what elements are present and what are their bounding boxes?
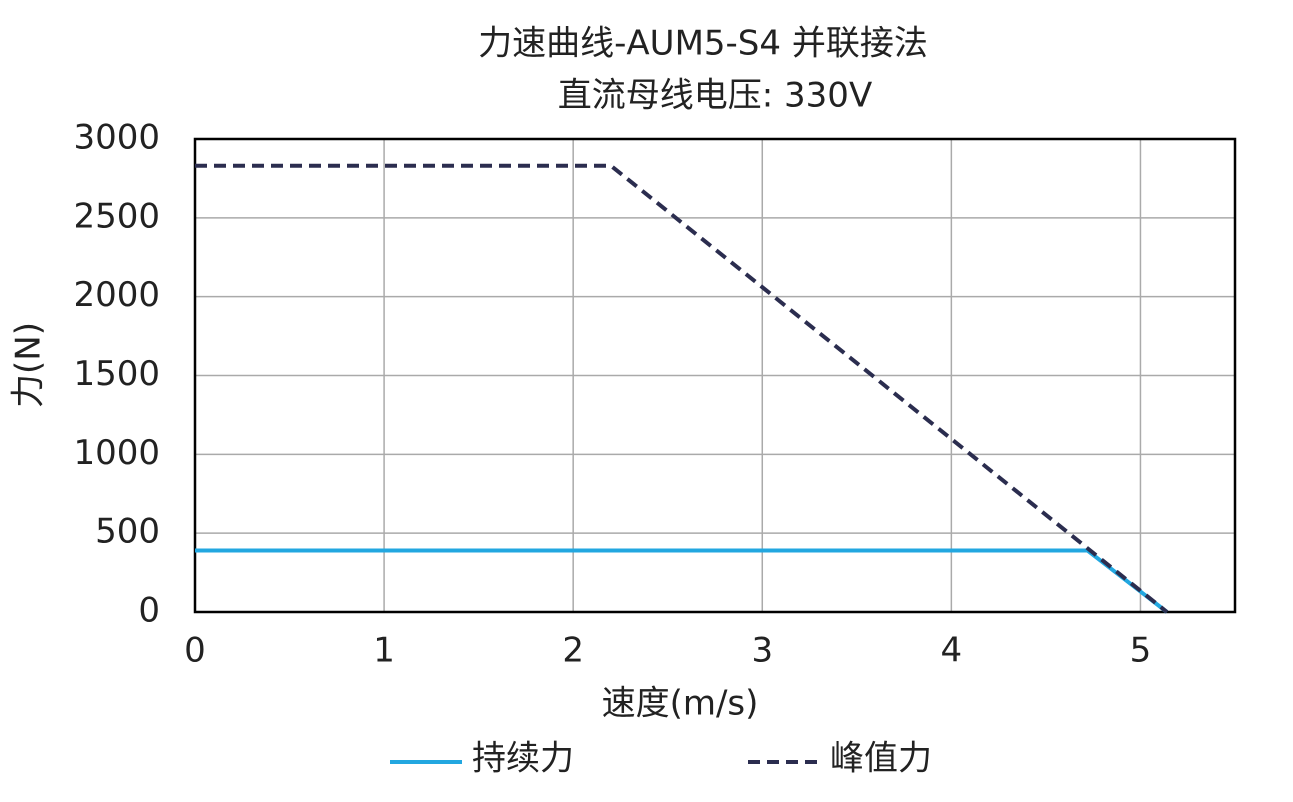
y-tick-label: 3000	[73, 118, 160, 158]
x-axis-label: 速度(m/s)	[602, 684, 759, 724]
x-tick-label: 1	[373, 631, 395, 671]
y-axis-label: 力(N)	[9, 322, 49, 408]
data-line	[195, 163, 1169, 614]
y-tick-label: 2500	[73, 196, 160, 236]
x-tick-label: 4	[941, 631, 963, 671]
x-tick-label: 3	[751, 631, 773, 671]
x-tick-label: 2	[562, 631, 584, 671]
legend-label: 持续力	[472, 739, 574, 779]
y-tick-label: 500	[95, 512, 160, 552]
x-tick-label: 5	[1130, 631, 1152, 671]
y-tick-label: 1000	[73, 433, 160, 473]
y-tick-label: 2000	[73, 275, 160, 315]
y-tick-label: 1500	[73, 354, 160, 394]
plot-border	[193, 137, 1237, 614]
y-tick-label: 0	[138, 591, 160, 631]
chart-title: 力速曲线-AUM5-S4 并联接法	[478, 24, 928, 64]
data-line	[195, 548, 1169, 614]
legend-label: 峰值力	[830, 739, 932, 779]
x-tick-label: 0	[184, 631, 206, 671]
chart-subtitle: 直流母线电压: 330V	[558, 76, 872, 116]
